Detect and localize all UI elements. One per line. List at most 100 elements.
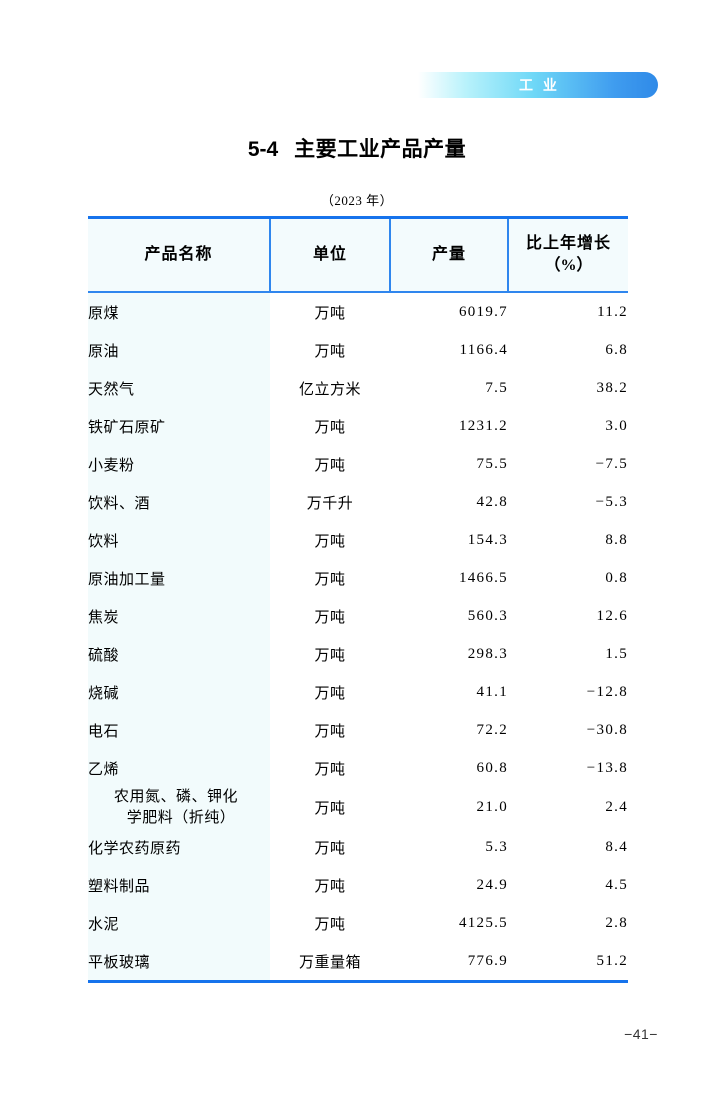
cell-product-name-line2: 学肥料（折纯） (126, 809, 236, 826)
cell-unit: 万吨 (270, 597, 390, 635)
cell-product-name: 农用氮、磷、钾化学肥料（折纯） (88, 787, 270, 829)
cell-unit: 万吨 (270, 828, 390, 867)
cell-product-name: 硫酸 (88, 635, 270, 673)
cell-unit: 亿立方米 (270, 369, 390, 407)
cell-output: 1166.4 (390, 331, 508, 369)
banner-label: 工 业 (519, 77, 560, 93)
cell-growth: 2.4 (508, 787, 628, 829)
column-header-growth: 比上年增长 （%） (508, 216, 628, 293)
table-row: 小麦粉 万吨 75.5 −7.5 (88, 445, 628, 483)
cell-unit: 万吨 (270, 407, 390, 445)
cell-product-name: 原油 (88, 331, 270, 369)
cell-output: 60.8 (390, 749, 508, 787)
cell-output: 298.3 (390, 635, 508, 673)
cell-output: 7.5 (390, 369, 508, 407)
cell-product-name: 原油加工量 (88, 559, 270, 597)
table-row: 硫酸 万吨 298.3 1.5 (88, 635, 628, 673)
table-row: 化学农药原药 万吨 5.3 8.4 (88, 828, 628, 867)
statistics-table-container: 产品名称 单位 产量 比上年增长 （%） 原煤 万吨 6019.7 11.2 原油 万吨 1… (88, 216, 628, 984)
table-header-row: 产品名称 单位 产量 比上年增长 （%） (88, 216, 628, 293)
cell-growth: 8.8 (508, 521, 628, 559)
cell-product-name: 电石 (88, 711, 270, 749)
table-row: 焦炭 万吨 560.3 12.6 (88, 597, 628, 635)
cell-output: 21.0 (390, 787, 508, 829)
table-row: 乙烯 万吨 60.8 −13.8 (88, 749, 628, 787)
cell-growth: 4.5 (508, 866, 628, 905)
cell-output: 72.2 (390, 711, 508, 749)
cell-growth: −7.5 (508, 445, 628, 483)
cell-unit: 万吨 (270, 749, 390, 787)
cell-product-name: 烧碱 (88, 673, 270, 711)
page-subtitle: （2023 年） (320, 193, 394, 208)
cell-growth: 2.8 (508, 904, 628, 943)
cell-output: 75.5 (390, 445, 508, 483)
cell-growth: −5.3 (508, 483, 628, 521)
cell-product-name: 饮料、酒 (88, 483, 270, 521)
cell-growth: 11.2 (508, 292, 628, 331)
cell-unit: 万吨 (270, 673, 390, 711)
cell-growth: 8.4 (508, 828, 628, 867)
cell-growth: 0.8 (508, 559, 628, 597)
table-number: 5-4 (247, 138, 279, 161)
cell-unit: 万吨 (270, 866, 390, 905)
table-row: 铁矿石原矿 万吨 1231.2 3.0 (88, 407, 628, 445)
cell-output: 560.3 (390, 597, 508, 635)
cell-growth: −13.8 (508, 749, 628, 787)
cell-product-name: 焦炭 (88, 597, 270, 635)
table-row: 塑料制品 万吨 24.9 4.5 (88, 866, 628, 905)
cell-unit: 万吨 (270, 787, 390, 829)
column-header-unit: 单位 (270, 216, 391, 293)
table-row: 原油 万吨 1166.4 6.8 (88, 331, 628, 369)
table-row: 饮料、酒 万千升 42.8 −5.3 (88, 483, 628, 521)
cell-growth: 12.6 (508, 597, 628, 635)
column-header-growth-line2: （%） (544, 257, 593, 274)
cell-product-name: 乙烯 (88, 749, 270, 787)
cell-output: 1231.2 (390, 407, 508, 445)
cell-output: 6019.7 (390, 292, 508, 331)
page-title: 5-4 主要工业产品产量 (0, 133, 714, 163)
cell-output: 24.9 (390, 866, 508, 905)
column-header-product-name: 产品名称 (88, 216, 271, 293)
page-number: −41− (624, 1026, 658, 1042)
cell-output: 41.1 (390, 673, 508, 711)
cell-unit: 万吨 (270, 331, 390, 369)
statistics-table: 产品名称 单位 产量 比上年增长 （%） 原煤 万吨 6019.7 11.2 原油 万吨 1… (88, 216, 628, 984)
cell-unit: 万吨 (270, 635, 390, 673)
cell-product-name: 铁矿石原矿 (88, 407, 270, 445)
table-row: 电石 万吨 72.2 −30.8 (88, 711, 628, 749)
cell-output: 4125.5 (390, 904, 508, 943)
column-header-output: 产量 (390, 216, 509, 293)
table-title-text: 主要工业产品产量 (294, 137, 467, 161)
cell-product-name-line1: 农用氮、磷、钾化 (113, 789, 238, 805)
cell-growth: −30.8 (508, 711, 628, 749)
table-row: 原油加工量 万吨 1466.5 0.8 (88, 559, 628, 597)
table-header: 产品名称 单位 产量 比上年增长 （%） (88, 216, 628, 293)
table-row: 水泥 万吨 4125.5 2.8 (88, 904, 628, 943)
cell-unit: 万吨 (270, 711, 390, 749)
cell-product-name: 小麦粉 (88, 445, 270, 483)
cell-unit: 万吨 (270, 292, 390, 331)
cell-product-name: 天然气 (88, 369, 270, 407)
cell-unit: 万吨 (270, 521, 390, 559)
table-row: 烧碱 万吨 41.1 −12.8 (88, 673, 628, 711)
table-row: 饮料 万吨 154.3 8.8 (88, 521, 628, 559)
cell-product-name: 水泥 (88, 904, 270, 943)
cell-growth: 1.5 (508, 635, 628, 673)
cell-growth: 51.2 (508, 942, 628, 984)
section-banner: 工 业 (0, 72, 714, 98)
cell-growth: 3.0 (508, 407, 628, 445)
cell-output: 154.3 (390, 521, 508, 559)
cell-product-name: 原煤 (88, 292, 270, 331)
cell-product-name: 塑料制品 (88, 866, 270, 905)
cell-unit: 万重量箱 (270, 942, 390, 984)
table-row: 原煤 万吨 6019.7 11.2 (88, 292, 628, 331)
cell-product-name: 平板玻璃 (88, 942, 270, 984)
cell-unit: 万吨 (270, 904, 390, 943)
cell-product-name: 饮料 (88, 521, 270, 559)
table-body: 原煤 万吨 6019.7 11.2 原油 万吨 1166.4 6.8 天然气 亿立方米 7.5 38.… (88, 292, 628, 984)
cell-output: 1466.5 (390, 559, 508, 597)
column-header-growth-line1: 比上年增长 (525, 235, 611, 253)
banner-gradient-bar: 工 业 (418, 72, 658, 98)
table-row: 农用氮、磷、钾化 学肥料（折纯） 万吨 21.0 2.4 (88, 787, 628, 829)
cell-growth: −12.8 (508, 673, 628, 711)
